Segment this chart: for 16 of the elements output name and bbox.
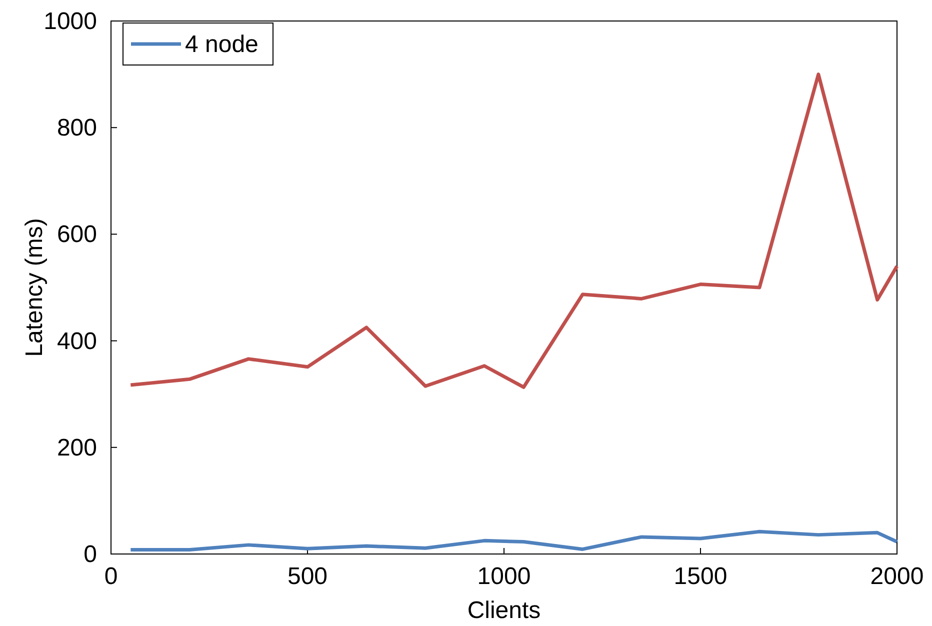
line-series — [128, 72, 899, 389]
x-axis-title: Clients — [467, 597, 541, 624]
x-tick-label: 2000 — [870, 563, 924, 590]
y-tick-label: 400 — [56, 328, 97, 355]
x-tick-label: 500 — [287, 563, 328, 590]
y-tick-label: 800 — [56, 114, 97, 142]
x-tick-label: 0 — [104, 563, 118, 590]
y-tick-label: 0 — [84, 541, 97, 568]
legend-label: 4 node — [185, 31, 258, 58]
y-axis-title: Latency (ms) — [21, 218, 48, 357]
x-tick-label: 1000 — [477, 563, 531, 590]
x-tick-label: 1500 — [674, 563, 728, 590]
y-tick-label: 1000 — [44, 8, 97, 35]
y-tick-label: 600 — [56, 221, 97, 248]
y-tick-label: 200 — [56, 434, 97, 462]
line-series — [128, 530, 899, 552]
